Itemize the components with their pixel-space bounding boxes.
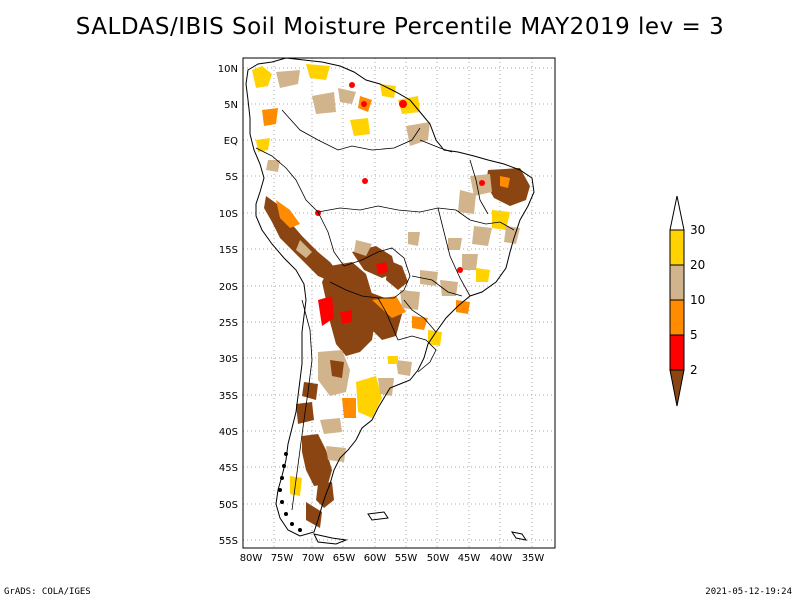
lon-label: 35W — [522, 553, 545, 564]
map-frame — [242, 57, 556, 549]
percentile-shading — [252, 64, 530, 528]
footer-credit: GrADS: COLA/IGES — [4, 587, 91, 597]
lat-label: 35S — [219, 391, 238, 402]
lat-label: 45S — [219, 463, 238, 474]
lat-label: 50S — [219, 500, 238, 511]
lat-label: 30S — [219, 354, 238, 365]
lat-label: 10S — [219, 209, 238, 220]
coastline-outline — [245, 58, 535, 545]
longitude-labels: 80W 75W 70W 65W 60W 55W 50W 45W 40W 35W — [240, 553, 545, 564]
lat-label: EQ — [224, 136, 238, 147]
colorbar-label: 5 — [690, 328, 698, 342]
colorbar-label: 10 — [690, 293, 705, 307]
lat-label: 20S — [219, 282, 238, 293]
lat-label: 5S — [225, 172, 238, 183]
lon-label: 70W — [302, 553, 325, 564]
colorbar-labels: 30 20 10 5 2 — [690, 223, 705, 377]
colorbar — [669, 195, 685, 407]
colorbar-band-2-5 — [669, 334, 685, 371]
lat-label: 25S — [219, 318, 238, 329]
footer-timestamp: 2021-05-12-19:24 — [705, 587, 792, 597]
lon-label: 65W — [333, 553, 356, 564]
lon-label: 45W — [458, 553, 481, 564]
lon-label: 60W — [364, 553, 387, 564]
colorbar-bottom-triangle — [669, 369, 685, 407]
lon-label: 80W — [240, 553, 263, 564]
latitude-labels: 10N 5N EQ 5S 10S 15S 20S 25S 30S 35S 40S… — [218, 64, 238, 547]
colorbar-band-10-20 — [669, 264, 685, 301]
lat-label: 40S — [219, 427, 238, 438]
lat-label: 5N — [224, 100, 238, 111]
lon-label: 55W — [395, 553, 418, 564]
lat-label: 10N — [218, 64, 238, 75]
fjord-islands — [278, 452, 302, 532]
country-borders — [255, 109, 515, 511]
colorbar-label: 20 — [690, 258, 705, 272]
colorbar-band-5-10 — [669, 299, 685, 336]
colorbar-label: 2 — [690, 363, 698, 377]
colorbar-top-triangle — [669, 195, 685, 231]
lat-label: 15S — [219, 245, 238, 256]
colorbar-label: 30 — [690, 223, 705, 237]
lon-label: 40W — [490, 553, 513, 564]
map-title: SALDAS/IBIS Soil Moisture Percentile MAY… — [75, 14, 725, 40]
lon-label: 50W — [427, 553, 450, 564]
lon-label: 75W — [271, 553, 294, 564]
colorbar-band-20-30 — [669, 229, 685, 266]
lat-label: 55S — [219, 536, 238, 547]
